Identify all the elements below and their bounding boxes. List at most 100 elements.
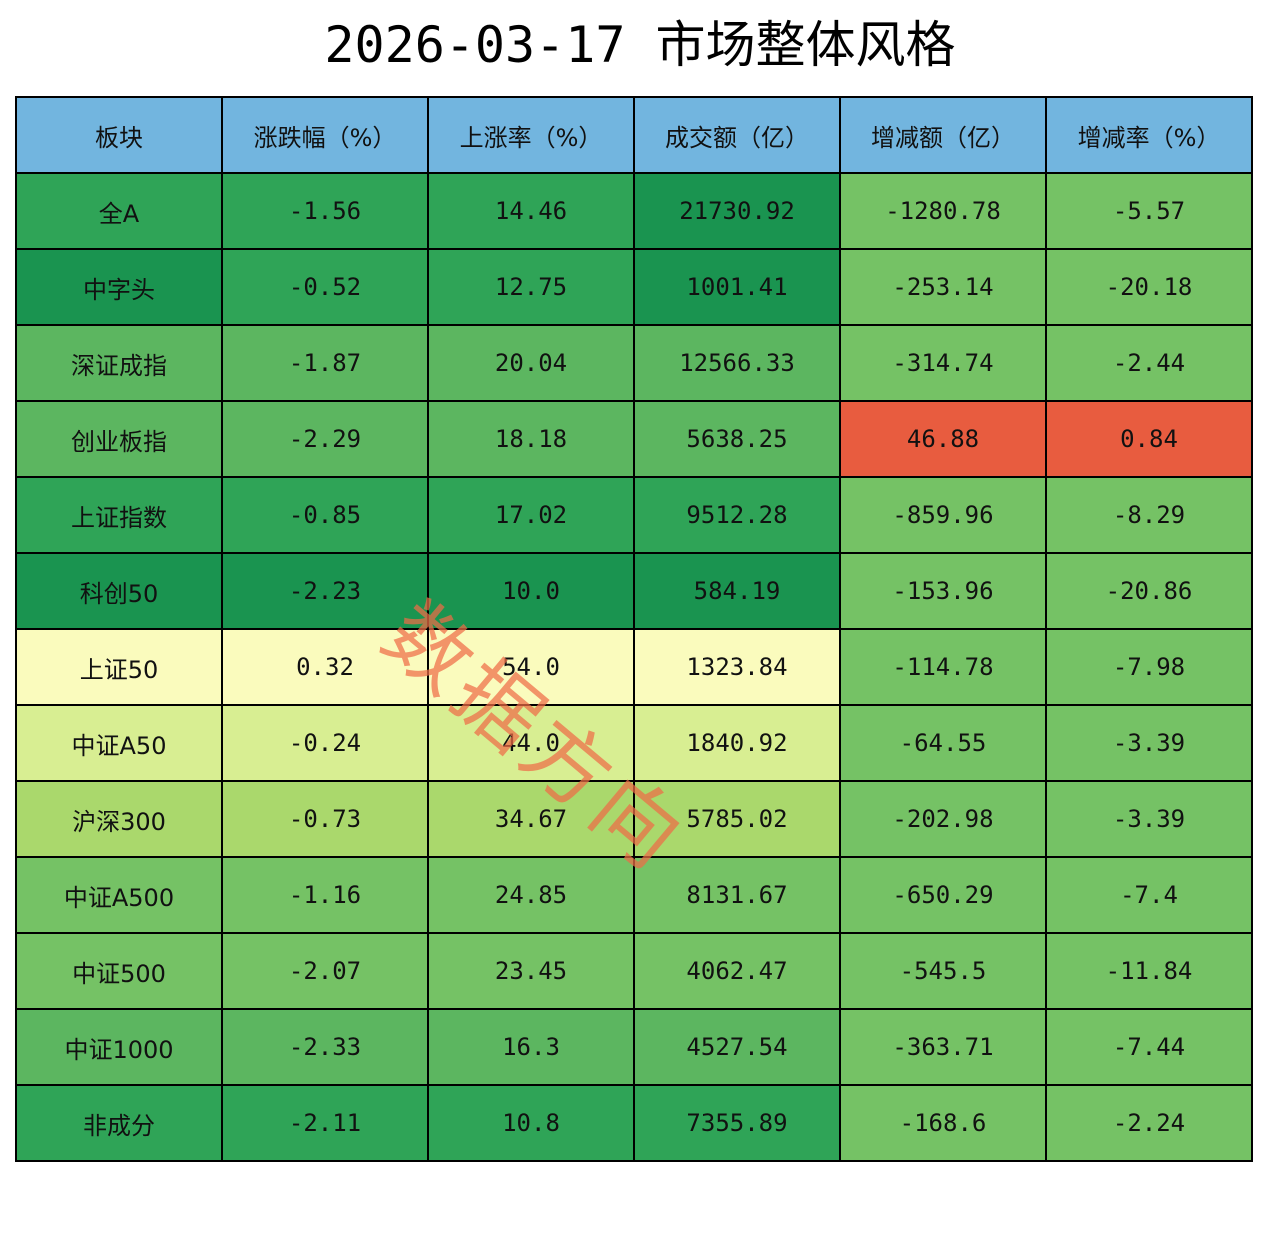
value-cell: -114.78 [839, 628, 1047, 706]
value-cell: 8131.67 [633, 856, 841, 934]
sector-name-cell: 中证A500 [15, 856, 223, 934]
column-header: 增减额（亿） [839, 96, 1047, 174]
value-cell: 1323.84 [633, 628, 841, 706]
sector-name-cell: 中证1000 [15, 1008, 223, 1086]
page-title: 2026-03-17 市场整体风格 [324, 16, 956, 74]
value-cell: -2.07 [221, 932, 429, 1010]
value-cell: -153.96 [839, 552, 1047, 630]
value-cell: -168.6 [839, 1084, 1047, 1162]
value-cell: 12566.33 [633, 324, 841, 402]
table-row: 创业板指 -2.29 18.18 5638.25 46.88 0.84 [15, 400, 1253, 478]
sector-name-cell: 深证成指 [15, 324, 223, 402]
value-cell: 1001.41 [633, 248, 841, 326]
sector-name-cell: 科创50 [15, 552, 223, 630]
value-cell: -1.16 [221, 856, 429, 934]
table-row: 上证50 0.32 54.0 1323.84 -114.78 -7.98 [15, 628, 1253, 706]
value-cell: -2.33 [221, 1008, 429, 1086]
sector-name-cell: 中证A50 [15, 704, 223, 782]
column-header: 板块 [15, 96, 223, 174]
value-cell: -2.11 [221, 1084, 429, 1162]
value-cell: 7355.89 [633, 1084, 841, 1162]
value-cell: 5638.25 [633, 400, 841, 478]
value-cell: 5785.02 [633, 780, 841, 858]
value-cell: 46.88 [839, 400, 1047, 478]
value-cell: -11.84 [1045, 932, 1253, 1010]
value-cell: -7.44 [1045, 1008, 1253, 1086]
table-row: 中证A50 -0.24 44.0 1840.92 -64.55 -3.39 [15, 704, 1253, 782]
value-cell: -64.55 [839, 704, 1047, 782]
table-row: 科创50 -2.23 10.0 584.19 -153.96 -20.86 [15, 552, 1253, 630]
value-cell: -2.29 [221, 400, 429, 478]
table-row: 中证1000 -2.33 16.3 4527.54 -363.71 -7.44 [15, 1008, 1253, 1086]
value-cell: -0.24 [221, 704, 429, 782]
table-row: 中字头 -0.52 12.75 1001.41 -253.14 -20.18 [15, 248, 1253, 326]
table-header: 板块 涨跌幅（%） 上涨率（%） 成交额（亿） 增减额（亿） 增减率（%） [15, 96, 1253, 174]
value-cell: 24.85 [427, 856, 635, 934]
value-cell: -7.4 [1045, 856, 1253, 934]
value-cell: 21730.92 [633, 172, 841, 250]
value-cell: -314.74 [839, 324, 1047, 402]
value-cell: 4062.47 [633, 932, 841, 1010]
value-cell: 4527.54 [633, 1008, 841, 1086]
value-cell: 16.3 [427, 1008, 635, 1086]
table-body: 全A -1.56 14.46 21730.92 -1280.78 -5.57 中字头 -0.5… [15, 172, 1253, 1162]
value-cell: 20.04 [427, 324, 635, 402]
value-cell: 54.0 [427, 628, 635, 706]
value-cell: -363.71 [839, 1008, 1047, 1086]
value-cell: -3.39 [1045, 704, 1253, 782]
value-cell: 1840.92 [633, 704, 841, 782]
value-cell: -1280.78 [839, 172, 1047, 250]
value-cell: 10.8 [427, 1084, 635, 1162]
sector-name-cell: 上证指数 [15, 476, 223, 554]
value-cell: -1.56 [221, 172, 429, 250]
table-row: 全A -1.56 14.46 21730.92 -1280.78 -5.57 [15, 172, 1253, 250]
value-cell: -0.73 [221, 780, 429, 858]
value-cell: 23.45 [427, 932, 635, 1010]
table-row: 沪深300 -0.73 34.67 5785.02 -202.98 -3.39 [15, 780, 1253, 858]
table-row: 上证指数 -0.85 17.02 9512.28 -859.96 -8.29 [15, 476, 1253, 554]
value-cell: -0.52 [221, 248, 429, 326]
value-cell: -253.14 [839, 248, 1047, 326]
value-cell: 18.18 [427, 400, 635, 478]
value-cell: 9512.28 [633, 476, 841, 554]
value-cell: -859.96 [839, 476, 1047, 554]
sector-name-cell: 沪深300 [15, 780, 223, 858]
value-cell: 0.32 [221, 628, 429, 706]
sector-name-cell: 创业板指 [15, 400, 223, 478]
value-cell: -5.57 [1045, 172, 1253, 250]
value-cell: 584.19 [633, 552, 841, 630]
table-row: 非成分 -2.11 10.8 7355.89 -168.6 -2.24 [15, 1084, 1253, 1162]
market-style-table: 板块 涨跌幅（%） 上涨率（%） 成交额（亿） 增减额（亿） 增减率（%） 全A -1.56… [15, 96, 1253, 1162]
header-row: 板块 涨跌幅（%） 上涨率（%） 成交额（亿） 增减额（亿） 增减率（%） [15, 96, 1253, 174]
value-cell: 10.0 [427, 552, 635, 630]
table-row: 中证A500 -1.16 24.85 8131.67 -650.29 -7.4 [15, 856, 1253, 934]
sector-name-cell: 全A [15, 172, 223, 250]
value-cell: 44.0 [427, 704, 635, 782]
table-row: 中证500 -2.07 23.45 4062.47 -545.5 -11.84 [15, 932, 1253, 1010]
value-cell: -7.98 [1045, 628, 1253, 706]
table-row: 深证成指 -1.87 20.04 12566.33 -314.74 -2.44 [15, 324, 1253, 402]
value-cell: -8.29 [1045, 476, 1253, 554]
value-cell: -20.86 [1045, 552, 1253, 630]
value-cell: -2.44 [1045, 324, 1253, 402]
column-header: 上涨率（%） [427, 96, 635, 174]
value-cell: -1.87 [221, 324, 429, 402]
value-cell: 17.02 [427, 476, 635, 554]
sector-name-cell: 中字头 [15, 248, 223, 326]
value-cell: -545.5 [839, 932, 1047, 1010]
value-cell: 0.84 [1045, 400, 1253, 478]
sector-name-cell: 非成分 [15, 1084, 223, 1162]
value-cell: -3.39 [1045, 780, 1253, 858]
value-cell: -0.85 [221, 476, 429, 554]
value-cell: -2.23 [221, 552, 429, 630]
sector-name-cell: 上证50 [15, 628, 223, 706]
sector-name-cell: 中证500 [15, 932, 223, 1010]
column-header: 成交额（亿） [633, 96, 841, 174]
value-cell: -20.18 [1045, 248, 1253, 326]
value-cell: 12.75 [427, 248, 635, 326]
value-cell: 14.46 [427, 172, 635, 250]
value-cell: 34.67 [427, 780, 635, 858]
value-cell: -2.24 [1045, 1084, 1253, 1162]
value-cell: -650.29 [839, 856, 1047, 934]
column-header: 增减率（%） [1045, 96, 1253, 174]
